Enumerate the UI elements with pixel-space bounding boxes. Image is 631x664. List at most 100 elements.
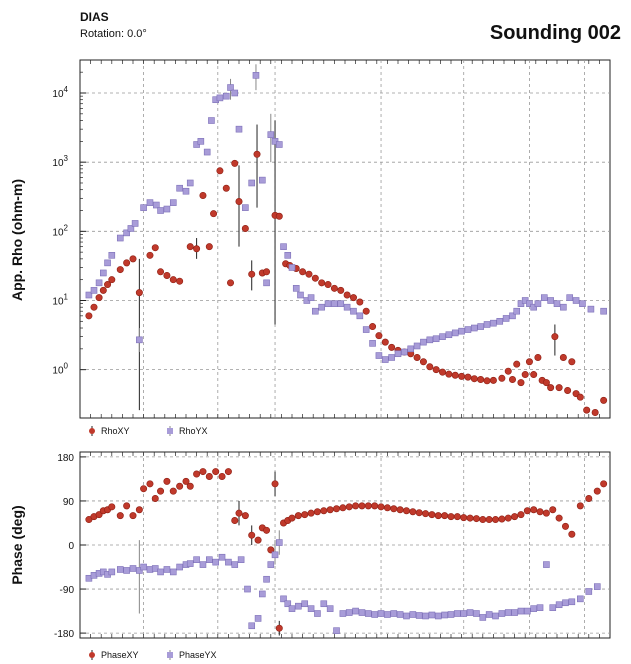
data-point <box>362 307 370 315</box>
legend-label: PhaseXY <box>101 650 139 660</box>
data-point <box>288 264 296 271</box>
data-point <box>176 184 183 192</box>
data-point <box>508 376 516 384</box>
data-point <box>104 259 111 267</box>
data-point <box>483 377 491 385</box>
data-point <box>254 536 262 544</box>
data-point <box>530 303 537 311</box>
data-point <box>369 323 377 331</box>
data-point <box>140 204 147 211</box>
data-point <box>498 515 506 523</box>
data-point <box>90 303 98 311</box>
data-point <box>259 590 266 598</box>
data-point <box>420 338 427 346</box>
data-point <box>294 512 302 520</box>
data-point <box>216 167 224 175</box>
data-point <box>432 366 440 374</box>
data-point <box>576 393 584 401</box>
data-point <box>163 477 171 485</box>
data-point <box>241 224 249 232</box>
data-point <box>169 487 177 495</box>
data-point <box>479 614 487 621</box>
data-point <box>123 567 130 574</box>
data-point <box>388 354 395 361</box>
data-point <box>151 565 159 572</box>
panel-phase: 180 90 0 -90 -180 Phase (deg) PhaseXY PhaseYX <box>9 451 611 660</box>
data-point <box>517 379 525 387</box>
data-point <box>231 517 239 525</box>
data-point <box>163 205 171 213</box>
data-point <box>524 607 531 615</box>
data-point <box>280 595 287 603</box>
data-point <box>326 605 334 612</box>
data-point <box>271 551 279 559</box>
data-point <box>235 125 243 133</box>
data-point <box>562 599 569 607</box>
data-point <box>275 212 283 220</box>
data-point <box>458 372 466 380</box>
data-point <box>396 611 404 618</box>
data-point <box>339 504 347 512</box>
data-point <box>176 482 184 490</box>
data-point <box>176 277 184 285</box>
data-point <box>568 598 576 606</box>
data-point <box>445 370 453 378</box>
data-point <box>485 516 493 524</box>
data-point <box>263 279 270 287</box>
data-point <box>364 502 372 510</box>
data-point <box>186 179 194 187</box>
data-point <box>235 509 243 517</box>
data-point <box>513 307 521 315</box>
y-tick-label: 100 <box>52 362 68 377</box>
y-tick-exponent: 2 <box>64 223 69 232</box>
data-point <box>241 512 249 520</box>
data-point <box>593 583 601 590</box>
data-point <box>572 297 580 304</box>
data-point <box>426 363 434 371</box>
y-tick-label: 103 <box>52 154 68 169</box>
data-point <box>280 243 287 250</box>
data-point <box>523 507 531 515</box>
data-point <box>199 191 207 199</box>
data-point <box>135 289 143 297</box>
data-point <box>483 321 491 328</box>
data-point <box>140 563 147 571</box>
data-point <box>403 612 410 620</box>
data-point <box>95 511 103 519</box>
data-point <box>206 556 213 563</box>
data-point <box>377 503 385 511</box>
data-point <box>485 611 493 618</box>
legend-marker <box>167 428 173 434</box>
data-point <box>339 610 347 617</box>
data-point <box>85 291 93 299</box>
data-point <box>288 514 296 522</box>
data-point <box>231 561 239 568</box>
data-point <box>225 558 232 566</box>
data-point <box>428 611 436 619</box>
data-point <box>131 220 139 227</box>
data-point <box>343 303 351 311</box>
data-point <box>349 294 357 302</box>
data-point <box>224 468 232 476</box>
data-point <box>513 360 521 368</box>
data-point <box>489 376 497 384</box>
data-point <box>169 276 177 284</box>
data-point <box>136 336 143 344</box>
data-point <box>140 485 148 493</box>
data-point <box>292 285 300 292</box>
data-point <box>549 604 557 611</box>
data-point <box>252 72 260 79</box>
legend-marker <box>167 652 173 658</box>
y-tick-label: -180 <box>54 629 74 640</box>
data-point <box>326 506 334 514</box>
data-point <box>104 281 112 289</box>
data-point <box>536 508 544 516</box>
data-point <box>275 539 283 546</box>
data-point <box>458 327 465 335</box>
data-point <box>477 376 485 384</box>
data-point <box>216 94 224 102</box>
data-point <box>419 358 427 366</box>
data-point <box>375 352 383 359</box>
data-point <box>356 312 364 320</box>
